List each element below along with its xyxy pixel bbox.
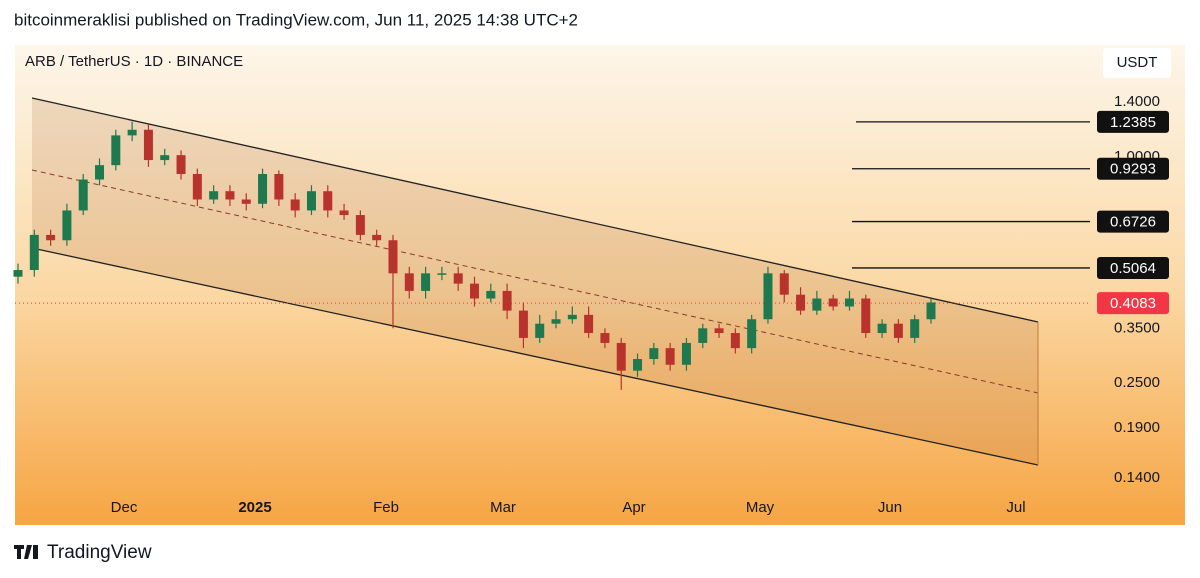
candle-body [681, 342, 691, 365]
unit-label: USDT [1117, 54, 1158, 71]
price-level-label: 0.6726 [1110, 214, 1156, 231]
candle-body [828, 298, 838, 307]
price-level-box [1097, 210, 1169, 233]
candle-body [535, 323, 545, 338]
candle-body [600, 333, 610, 343]
candle-body [209, 191, 219, 200]
current-price-box [1097, 292, 1169, 315]
candle-body [421, 273, 431, 291]
candle-body [877, 323, 887, 334]
brand-name: TradingView [47, 542, 152, 563]
candle-body [453, 273, 463, 284]
candle-body [143, 129, 153, 161]
x-tick-label: May [746, 499, 775, 516]
candle-body [747, 319, 757, 349]
price-level-label: 0.5064 [1110, 260, 1156, 277]
candle-body [258, 174, 268, 204]
candle-body [306, 191, 316, 211]
candle-body [861, 298, 871, 334]
candle-body [111, 135, 121, 166]
candle-body [502, 290, 512, 311]
candle-body [274, 174, 284, 200]
candle-body [796, 294, 806, 311]
unit-box [1103, 48, 1171, 78]
price-level-box [1097, 256, 1169, 279]
candle-body [127, 129, 137, 136]
candle-body [649, 348, 659, 360]
candle-body [29, 234, 39, 271]
candle-body [13, 270, 23, 277]
y-tick-label: 1.4000 [1114, 93, 1160, 110]
candle-body [714, 328, 724, 334]
channel-mid [31, 169, 1039, 394]
candle-body [95, 165, 105, 180]
x-tick-label: Dec [111, 499, 138, 516]
price-level-box [1097, 157, 1169, 180]
candle-body [730, 333, 740, 349]
candle-body [779, 273, 789, 295]
candle-body [160, 155, 170, 161]
symbol-title: ARB / TetherUS · 1D · BINANCE [25, 53, 243, 70]
x-tick-label: Apr [622, 499, 645, 516]
y-tick-label: 0.2500 [1114, 374, 1160, 391]
published-line: bitcoinmeraklisi published on TradingVie… [14, 10, 578, 29]
candle-body [844, 298, 854, 307]
x-tick-label: Jun [878, 499, 902, 516]
candle-body [339, 210, 349, 216]
candle-body [46, 234, 56, 241]
x-tick-label: 2025 [238, 499, 271, 516]
candle-body [323, 191, 333, 211]
candle-body [62, 210, 72, 241]
candle-body [388, 240, 398, 274]
candle-body [241, 199, 251, 204]
candle-body [176, 155, 186, 174]
candle-body [665, 348, 675, 365]
candle-body [584, 314, 594, 334]
candle-body [470, 283, 479, 299]
x-tick-label: Jul [1006, 499, 1025, 516]
candle-body [372, 234, 382, 241]
candle-body [698, 328, 708, 343]
candle-body [551, 319, 561, 324]
current-price-label: 0.4083 [1110, 295, 1156, 312]
plot-background [15, 45, 1185, 525]
candle-body [78, 179, 88, 211]
candle-body [567, 314, 577, 320]
candle-body [404, 273, 414, 291]
candle-body [437, 273, 447, 275]
candle-body [926, 302, 936, 320]
candle-body [192, 174, 202, 200]
candle-body [486, 290, 496, 299]
candle-body [633, 359, 643, 371]
brand-logo [14, 545, 38, 559]
price-level-label: 1.2385 [1110, 114, 1156, 131]
y-tick-label: 0.1400 [1114, 469, 1160, 486]
channel-lower [31, 247, 1039, 466]
price-level-box [1097, 110, 1169, 133]
x-tick-label: Feb [373, 499, 399, 516]
y-tick-label: 0.1900 [1114, 419, 1160, 436]
candle-body [893, 323, 903, 338]
candle-body [355, 215, 365, 235]
candle-body [910, 319, 920, 338]
candle-body [812, 298, 822, 311]
x-tick-label: Mar [490, 499, 516, 516]
price-level-label: 0.9293 [1110, 161, 1156, 178]
channel-upper [31, 97, 1039, 323]
candle-body [518, 310, 528, 338]
candle-body [616, 342, 626, 371]
candle-body [225, 191, 235, 200]
candle-body [290, 199, 300, 211]
candle-body [763, 273, 773, 320]
y-tick-label: 0.3500 [1114, 319, 1160, 336]
